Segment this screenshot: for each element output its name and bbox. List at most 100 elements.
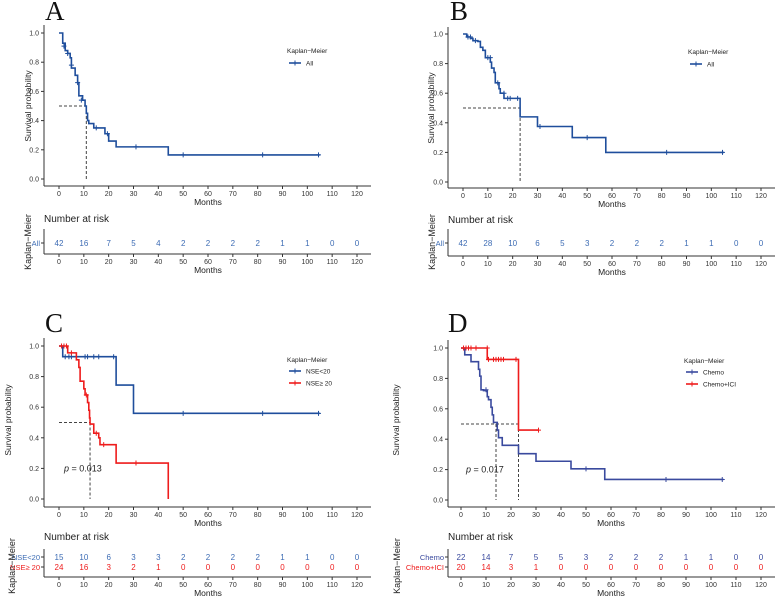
risk-count: 20 [457,563,466,572]
x-tick-label: 90 [683,193,691,200]
x-tick-label: 0 [57,512,61,519]
censor-mark [104,131,110,137]
risk-count: 42 [459,239,468,248]
risk-table-side-label: Kaplan−Meier [427,214,437,270]
risk-table-title: Number at risk [44,214,110,225]
risk-x-axis-title: Months [194,588,222,598]
y-tick-label: 1.0 [433,346,443,353]
y-tick-label: 1.0 [433,32,443,39]
censor-mark [507,95,513,101]
x-tick-label: 120 [351,512,363,519]
risk-row-label: NSE≥ 20 [10,563,40,572]
risk-count: 0 [181,563,186,572]
censor-mark [537,124,543,129]
risk-count: 2 [206,553,211,562]
censor-mark [473,345,479,351]
risk-count: 3 [106,563,111,572]
risk-count: 0 [584,563,589,572]
risk-x-tick-label: 10 [484,261,492,268]
risk-x-axis-title: Months [598,267,626,277]
censor-mark [101,442,107,448]
panel-label-a: A [45,0,65,26]
risk-x-tick-label: 110 [730,582,741,589]
risk-count: 0 [305,563,310,572]
risk-x-tick-label: 50 [583,261,591,268]
censor-mark [85,354,91,360]
risk-count: 7 [106,239,111,248]
risk-x-tick-label: 110 [327,259,338,266]
y-tick-label: 0.0 [29,177,39,184]
risk-x-tick-label: 70 [229,259,237,266]
censor-mark [719,476,725,482]
x-tick-label: 70 [229,191,237,198]
risk-x-tick-label: 60 [204,582,212,589]
censor-mark [584,135,590,141]
x-tick-label: 120 [755,512,767,519]
risk-x-tick-label: 0 [57,582,61,589]
censor-mark [68,350,74,356]
risk-count: 15 [55,553,64,562]
risk-count: 0 [330,563,335,572]
risk-count: 2 [255,239,260,248]
censor-mark [91,354,97,360]
x-tick-label: 90 [279,191,287,198]
x-tick-label: 30 [534,193,542,200]
risk-count: 0 [684,563,689,572]
x-tick-label: 20 [105,512,113,519]
x-tick-label: 120 [351,191,363,198]
y-tick-label: 0.8 [433,376,443,383]
risk-x-tick-label: 80 [657,582,665,589]
risk-count: 5 [559,553,564,562]
legend-label: Chemo+ICI [703,382,736,389]
y-tick-label: 0.0 [433,498,443,505]
censor-mark [513,356,519,362]
x-tick-label: 110 [731,193,742,200]
censor-mark [467,34,473,40]
x-axis-title: Months [597,518,625,528]
x-tick-label: 30 [130,512,138,519]
y-tick-label: 0.2 [433,150,443,157]
risk-count: 3 [509,563,514,572]
risk-row-label: All [32,239,41,248]
x-tick-label: 20 [507,512,515,519]
survival-curve-0 [461,347,724,481]
risk-x-tick-label: 40 [557,582,565,589]
risk-count: 0 [659,563,664,572]
x-tick-label: 110 [730,512,741,519]
p-value: p = 0.017 [465,465,504,475]
x-tick-label: 10 [80,512,88,519]
km-plot-b: 0.00.20.40.60.81.00 10 20 30 40 50 60 70 80 90 100… [426,27,775,277]
censor-mark [93,430,99,436]
risk-count: 0 [609,563,614,572]
risk-x-tick-label: 110 [731,261,742,268]
censor-mark [472,38,478,44]
risk-count: 24 [55,563,64,572]
risk-count: 2 [659,239,664,248]
censor-mark [484,345,490,351]
risk-x-tick-label: 40 [154,582,162,589]
y-tick-label: 0.6 [29,89,39,96]
risk-count: 1 [709,239,714,248]
x-tick-label: 100 [301,191,313,198]
y-tick-label: 0.6 [29,405,39,412]
x-tick-label: 80 [254,512,262,519]
risk-count: 0 [330,239,335,248]
risk-x-tick-label: 120 [351,582,363,589]
censor-mark [78,97,84,103]
y-tick-label: 0.2 [433,467,443,474]
risk-x-tick-label: 0 [461,261,465,268]
censor-mark [316,410,322,416]
risk-count: 22 [457,553,466,562]
legend-title: Kaplan−Meier [287,48,328,55]
risk-x-tick-label: 90 [279,259,287,266]
risk-count: 28 [483,239,492,248]
risk-x-tick-label: 40 [558,261,566,268]
risk-x-tick-label: 30 [130,582,138,589]
panel-b: B 0.0 0.2 0.4 0.6 0.8 1.0 0 10 20 30 40 50 60 70 80 90 1… [390,0,777,299]
risk-row-label: All [436,239,445,248]
x-tick-label: 10 [80,191,88,198]
risk-x-tick-label: 60 [607,582,615,589]
y-tick-label: 0.2 [29,466,39,473]
risk-row-label: Chemo [420,553,444,562]
risk-x-tick-label: 80 [658,261,666,268]
